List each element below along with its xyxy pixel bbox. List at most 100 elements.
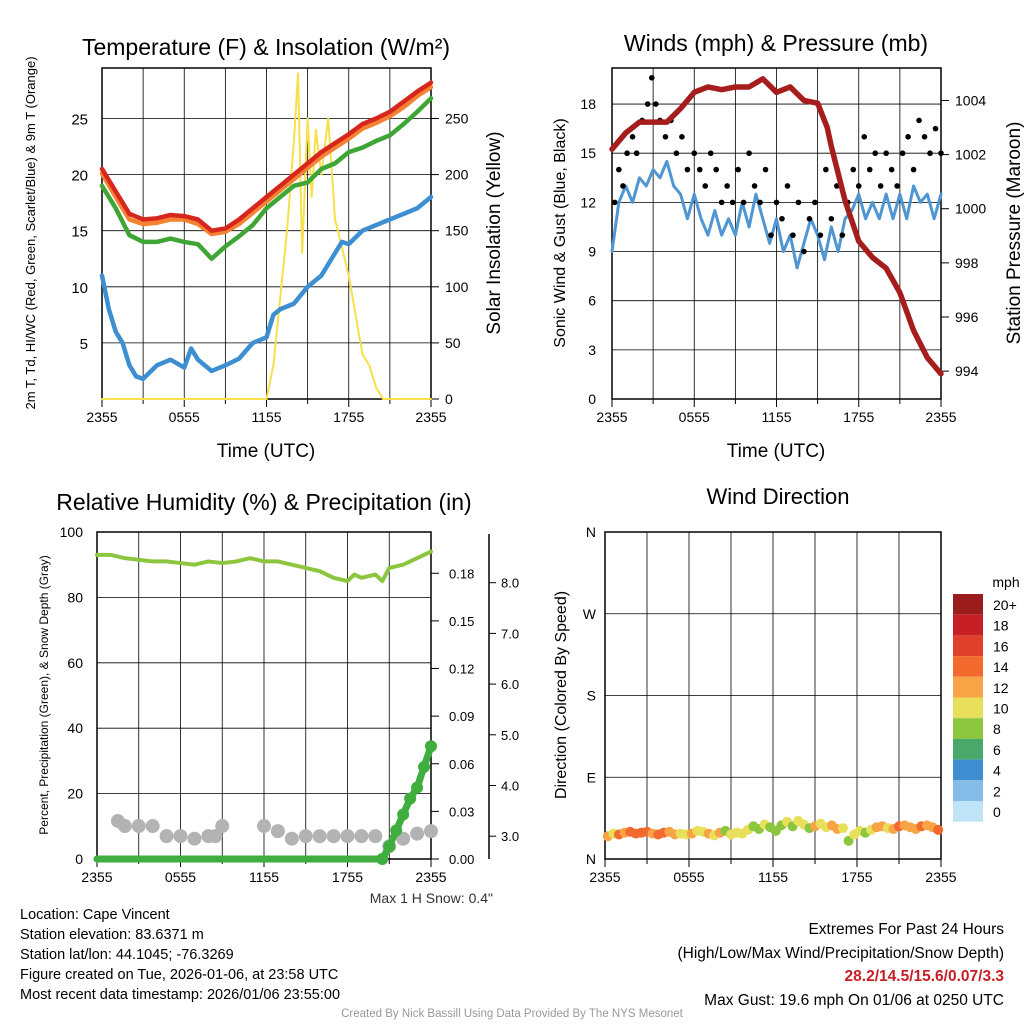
- gust-point: [938, 150, 944, 157]
- max-gust-text: Max Gust: 19.6 mph On 01/06 at 0250 UTC: [704, 991, 1004, 1009]
- rh-ytick-label: 60: [67, 655, 83, 671]
- pressure-ytick-label: 998: [955, 255, 979, 271]
- snow-point: [424, 824, 438, 839]
- snow-point: [410, 826, 425, 841]
- gust-point: [684, 166, 691, 173]
- temp-chart-xtick-label: 1755: [333, 409, 364, 425]
- wind-ytick-label: 18: [580, 96, 596, 112]
- wind-y-label: Sonic Wind & Gust (Blue, Black): [552, 118, 569, 347]
- rh-chart-xtick-label: 0555: [165, 869, 196, 885]
- gust-point: [899, 150, 906, 157]
- gust-point: [866, 166, 873, 173]
- gust-point: [806, 215, 813, 222]
- gust-point: [916, 117, 922, 124]
- snow-ytick-label: 8.0: [501, 576, 519, 591]
- gust-point: [872, 150, 878, 157]
- wind-chart-xtick-label: 2355: [596, 409, 627, 425]
- series-wind: [610, 159, 943, 270]
- direction-chart-xtick-label: 2355: [589, 869, 620, 885]
- series-2m-t: [99, 80, 434, 233]
- pressure-ytick-label: 1002: [955, 147, 986, 163]
- rh-ytick-label: 80: [67, 589, 83, 605]
- snow-point: [187, 831, 202, 846]
- snow-point: [145, 819, 160, 834]
- gust-point: [768, 232, 774, 238]
- legend-label: 20+: [993, 597, 1017, 613]
- series-9m-t: [99, 84, 434, 237]
- snow-point: [159, 829, 174, 844]
- legend-swatch: [953, 780, 983, 801]
- direction-ytick-label: E: [587, 769, 596, 785]
- snow-point: [326, 829, 341, 844]
- gust-point: [790, 232, 796, 238]
- precip-ytick-label: 0.15: [449, 614, 474, 629]
- temp-chart-xtick-label: 2355: [86, 409, 117, 425]
- insolation-ytick-label: 250: [445, 110, 469, 126]
- temp-chart-xtick-label: 0555: [169, 409, 200, 425]
- gust-point: [724, 183, 730, 189]
- gust-point: [707, 150, 714, 157]
- gust-point: [762, 166, 769, 173]
- legend-swatch: [953, 759, 983, 781]
- precip-point: [404, 792, 417, 805]
- insolation-y-label: Solar Insolation (Yellow): [484, 131, 505, 334]
- gust-point: [691, 150, 698, 157]
- temp-ytick-label: 25: [71, 111, 88, 128]
- gust-point: [653, 101, 659, 107]
- series-rh: [95, 549, 433, 584]
- gust-point: [888, 166, 895, 173]
- station-info: Location: Cape Vincent Station elevation…: [20, 905, 340, 1005]
- legend-label: 14: [993, 659, 1009, 675]
- gust-point: [905, 134, 911, 140]
- gust-point: [921, 134, 928, 140]
- direction-chart-xtick-label: 0555: [673, 869, 704, 885]
- gust-point: [801, 248, 807, 255]
- gust-point: [751, 183, 758, 189]
- temp-chart-xtick-label: 1155: [251, 409, 281, 425]
- legend-label: 2: [993, 783, 1001, 799]
- snow-point: [284, 831, 299, 846]
- gust-point: [729, 199, 736, 206]
- series-pressure: [609, 76, 944, 377]
- gust-point: [662, 134, 669, 140]
- snow-point: [270, 824, 285, 839]
- rh-chart-xtick-label: 2355: [415, 869, 446, 885]
- snow-ytick-label: 5.0: [501, 728, 519, 743]
- gust-point: [910, 166, 917, 173]
- rh-ytick-label: 100: [60, 524, 84, 540]
- gust-point: [817, 232, 824, 238]
- gust-point: [839, 232, 846, 238]
- precip-point: [425, 740, 437, 753]
- snow-point: [354, 829, 369, 844]
- rh-chart-xtick-label: 1155: [249, 869, 279, 885]
- gust-point: [648, 75, 655, 81]
- insolation-ytick-label: 150: [445, 223, 469, 239]
- direction-ytick-label: W: [583, 606, 597, 622]
- legend-swatch: [953, 614, 983, 636]
- snow-point: [257, 819, 271, 834]
- precip-point: [418, 760, 431, 773]
- max-snow-note: Max 1 H Snow: 0.4": [370, 890, 493, 906]
- wind-chart-xtick-label: 0555: [679, 409, 710, 425]
- legend-label: 18: [993, 618, 1009, 634]
- elevation-text: Station elevation: 83.6371 m: [20, 927, 204, 943]
- snow-ytick-label: 4.0: [501, 778, 519, 793]
- gust-point: [740, 199, 747, 206]
- insolation-ytick-label: 0: [445, 391, 453, 407]
- direction-chart-xtick-label: 2355: [925, 869, 956, 885]
- wind-x-label: Time (UTC): [727, 441, 826, 462]
- snow-point: [117, 819, 132, 834]
- wind-ytick-label: 12: [580, 194, 596, 210]
- precip-point: [397, 808, 410, 821]
- snow-point: [340, 829, 355, 844]
- temp-ytick-label: 15: [71, 224, 88, 241]
- location-text: Location: Cape Vincent: [20, 907, 170, 923]
- gust-point: [702, 183, 709, 189]
- snow-point: [368, 829, 383, 844]
- legend-label: 8: [993, 721, 1001, 737]
- direction-point: [838, 823, 848, 834]
- gust-point: [828, 215, 835, 222]
- series-td: [99, 96, 434, 261]
